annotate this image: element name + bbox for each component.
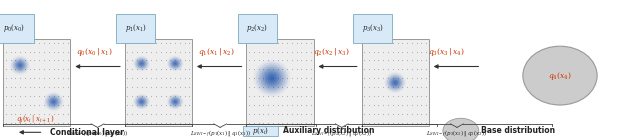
- Text: $L_{SIVI-f}(p_1(x_1)\,\|\,q_1(x_1))$: $L_{SIVI-f}(p_1(x_1)\,\|\,q_1(x_1))$: [189, 128, 251, 139]
- Ellipse shape: [138, 61, 145, 66]
- Ellipse shape: [523, 46, 597, 105]
- Ellipse shape: [174, 63, 176, 65]
- Ellipse shape: [386, 74, 404, 92]
- Text: $p_0(x_0)$: $p_0(x_0)$: [3, 22, 25, 34]
- Ellipse shape: [168, 57, 182, 70]
- Ellipse shape: [50, 98, 58, 105]
- FancyBboxPatch shape: [3, 39, 70, 126]
- Ellipse shape: [16, 62, 24, 69]
- Ellipse shape: [138, 99, 145, 105]
- Text: Conditional layer: Conditional layer: [50, 128, 124, 137]
- Text: $q_4(x_4)$: $q_4(x_4)$: [548, 70, 572, 82]
- Ellipse shape: [394, 81, 397, 84]
- Ellipse shape: [11, 57, 29, 74]
- Ellipse shape: [51, 99, 56, 104]
- Ellipse shape: [170, 97, 180, 107]
- Ellipse shape: [256, 62, 288, 94]
- FancyBboxPatch shape: [246, 39, 314, 126]
- Text: $p(x_i)$: $p(x_i)$: [252, 125, 269, 137]
- Ellipse shape: [387, 75, 403, 90]
- Ellipse shape: [392, 80, 398, 85]
- Ellipse shape: [171, 98, 179, 106]
- Ellipse shape: [169, 58, 182, 69]
- Ellipse shape: [171, 60, 179, 67]
- Ellipse shape: [141, 101, 143, 103]
- Text: $q_1(x_1\,|\,x_2)$: $q_1(x_1\,|\,x_2)$: [198, 46, 235, 59]
- Ellipse shape: [13, 59, 26, 71]
- Ellipse shape: [12, 58, 28, 72]
- Ellipse shape: [174, 101, 176, 103]
- Ellipse shape: [17, 63, 22, 68]
- Ellipse shape: [15, 60, 25, 70]
- Ellipse shape: [141, 63, 143, 65]
- Text: $q_i(x_i\,|\,x_{i+1})$: $q_i(x_i\,|\,x_{i+1})$: [16, 113, 54, 125]
- Text: $L_{SIVI-f}(p_3(x_3)\,\|\,q_3(x_3))$: $L_{SIVI-f}(p_3(x_3)\,\|\,q_3(x_3))$: [426, 128, 488, 139]
- Text: $L_{SIVI-f}(p_2(x_2)\,\|\,q_2(x_2))$: $L_{SIVI-f}(p_2(x_2)\,\|\,q_2(x_2))$: [311, 128, 372, 139]
- FancyBboxPatch shape: [362, 39, 429, 126]
- Text: $L_{SIVI-f}(p_0(x_0)\,\|\,q_0(x_0))$: $L_{SIVI-f}(p_0(x_0)\,\|\,q_0(x_0))$: [67, 128, 128, 139]
- Ellipse shape: [138, 60, 146, 67]
- Ellipse shape: [45, 93, 63, 110]
- Ellipse shape: [390, 77, 401, 88]
- Ellipse shape: [136, 97, 147, 107]
- Ellipse shape: [47, 96, 60, 108]
- Ellipse shape: [260, 67, 284, 90]
- Text: Base distribution: Base distribution: [481, 126, 556, 135]
- Ellipse shape: [173, 62, 177, 66]
- Ellipse shape: [172, 61, 179, 66]
- Text: $p_1(x_1)$: $p_1(x_1)$: [125, 22, 147, 34]
- Ellipse shape: [173, 100, 177, 104]
- Ellipse shape: [172, 99, 179, 105]
- Ellipse shape: [46, 94, 61, 109]
- FancyBboxPatch shape: [125, 39, 192, 126]
- FancyBboxPatch shape: [243, 126, 278, 136]
- Text: $q_2(x_2\,|\,x_3)$: $q_2(x_2\,|\,x_3)$: [313, 46, 350, 59]
- Ellipse shape: [168, 95, 182, 108]
- Ellipse shape: [140, 100, 144, 104]
- Ellipse shape: [265, 71, 279, 85]
- Ellipse shape: [170, 59, 180, 68]
- Text: $p_2(x_2)$: $p_2(x_2)$: [246, 22, 268, 34]
- Ellipse shape: [138, 98, 146, 106]
- Ellipse shape: [134, 95, 149, 108]
- Ellipse shape: [443, 118, 479, 140]
- Ellipse shape: [136, 59, 147, 68]
- Ellipse shape: [19, 64, 21, 66]
- Ellipse shape: [262, 69, 281, 87]
- Ellipse shape: [268, 74, 276, 83]
- Ellipse shape: [49, 97, 59, 106]
- Ellipse shape: [258, 65, 286, 92]
- Ellipse shape: [140, 62, 144, 66]
- Text: $p_3(x_3)$: $p_3(x_3)$: [362, 22, 383, 34]
- Ellipse shape: [52, 101, 55, 103]
- Ellipse shape: [169, 96, 182, 108]
- Ellipse shape: [134, 57, 149, 70]
- Ellipse shape: [391, 79, 399, 87]
- Text: Auxiliary distribution: Auxiliary distribution: [283, 126, 374, 135]
- Ellipse shape: [135, 58, 148, 69]
- Ellipse shape: [388, 76, 402, 89]
- Ellipse shape: [135, 96, 148, 108]
- Ellipse shape: [253, 60, 291, 96]
- Ellipse shape: [269, 76, 275, 80]
- Text: $q_0(x_0\,|\,x_1)$: $q_0(x_0\,|\,x_1)$: [76, 46, 113, 59]
- Text: $q_3(x_3\,|\,x_4)$: $q_3(x_3\,|\,x_4)$: [428, 46, 465, 59]
